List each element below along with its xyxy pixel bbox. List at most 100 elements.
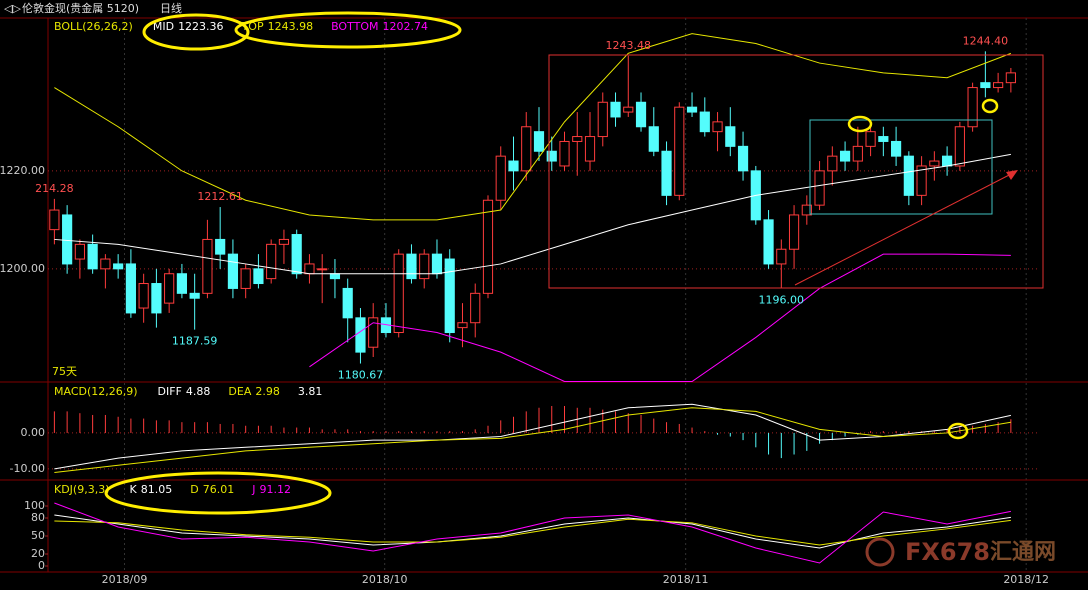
series-line — [54, 33, 1012, 221]
candle-body — [457, 322, 468, 329]
note: 75天 — [52, 365, 77, 378]
price-label: 1212.61 — [197, 190, 243, 203]
candle-body — [954, 126, 965, 167]
candle-body — [699, 111, 710, 133]
candle-body — [431, 253, 443, 275]
candle-body — [1005, 72, 1016, 84]
panels: 2018/09 2018/10 2018/11 2018/12 1200.00 1220.… — [0, 18, 1088, 586]
candle-body — [444, 258, 455, 334]
y-tick-label: -10.00 — [10, 462, 45, 475]
candle-body — [355, 317, 366, 353]
candle-body — [100, 258, 111, 270]
legend-name: J — [251, 483, 255, 496]
watermark-logo — [865, 537, 895, 567]
x-tick-label: 2018/10 — [362, 573, 408, 586]
y-tick-label: 0 — [38, 559, 45, 572]
watermark: FX678 — [905, 538, 990, 566]
indicator-label: MACD(12,26,9) — [54, 385, 138, 398]
nav-arrows[interactable]: ◁▷ — [4, 2, 21, 15]
candle-body — [737, 145, 749, 172]
candle-body — [87, 243, 98, 270]
candle-body — [138, 283, 149, 309]
candle-body — [610, 101, 621, 118]
candle-body — [215, 238, 226, 255]
candle-body — [814, 170, 825, 206]
candle-body — [419, 253, 430, 280]
candle-body — [482, 199, 494, 294]
highlight — [947, 422, 969, 440]
series-line — [309, 253, 1011, 383]
series-line — [54, 518, 1011, 546]
legend-value: 1202.74 — [382, 20, 428, 33]
candle-body — [852, 145, 863, 162]
candle-body — [572, 136, 583, 142]
x-tick-label: 2018/11 — [663, 573, 709, 586]
period[interactable]: 日线 — [160, 1, 182, 15]
legend-value: 2.98 — [255, 385, 280, 398]
candle-body — [967, 87, 978, 128]
candle-body — [584, 136, 596, 162]
candle-body — [304, 263, 315, 275]
y-tick-label: 1200.00 — [0, 262, 45, 275]
candle-body — [368, 317, 379, 348]
series-line — [54, 153, 1011, 275]
candle-body — [916, 165, 927, 196]
candle-body — [533, 131, 545, 152]
arrow-head — [1006, 170, 1018, 180]
candle-body — [993, 82, 1004, 89]
y-tick-label: 0.00 — [21, 426, 46, 439]
legend-value: 1243.98 — [268, 20, 314, 33]
y-tick-label: 80 — [31, 511, 45, 524]
candle-body — [801, 204, 812, 216]
y-tick-label: 50 — [31, 529, 45, 542]
y-tick-label: 20 — [31, 547, 45, 560]
trend-arrow — [794, 171, 1016, 286]
legend-value: 81.05 — [141, 483, 173, 496]
candle-body — [266, 243, 277, 280]
candle-body — [342, 287, 353, 319]
candle-body — [253, 268, 264, 285]
candle-body — [49, 209, 60, 231]
consolidation-box — [809, 119, 993, 215]
candle-body — [317, 268, 328, 271]
candle-body — [202, 238, 213, 294]
candle-body — [393, 253, 404, 334]
legend-value: 76.01 — [203, 483, 235, 496]
legend-name: MID — [153, 20, 174, 33]
highlight — [847, 115, 873, 133]
candle-body — [763, 219, 774, 265]
price-label: 1180.67 — [338, 369, 384, 382]
candle-body — [686, 106, 698, 113]
instrument-title: 伦敦金现(贵金属 5120) — [22, 1, 139, 15]
legend-name: DIFF — [158, 385, 182, 398]
candle-body — [635, 101, 647, 128]
legend-value: 3.81 — [298, 385, 323, 398]
candle-body — [929, 160, 940, 167]
candle-body — [329, 273, 341, 280]
candle-body — [878, 136, 889, 142]
candle-body — [725, 126, 736, 147]
candle-body — [125, 263, 136, 314]
x-tick-label: 2018/09 — [102, 573, 148, 586]
price-label: 1196.00 — [759, 293, 805, 306]
highlight — [981, 98, 999, 114]
candle-body — [648, 126, 659, 152]
series-line — [54, 403, 1011, 470]
candle-body — [278, 238, 290, 245]
candle-body — [942, 155, 953, 167]
candle-body — [164, 273, 175, 304]
candle-body — [291, 234, 302, 275]
price-label: 1244.40 — [963, 34, 1009, 47]
candle-body — [74, 243, 85, 260]
candle-body — [521, 126, 532, 172]
candle-body — [176, 273, 188, 294]
candle-body — [508, 160, 519, 172]
legend-value: 1223.36 — [178, 20, 224, 33]
highlight — [104, 471, 332, 515]
price-label: 1187.59 — [172, 335, 218, 348]
legend-name: BOTTOM — [331, 20, 378, 33]
candle-body — [661, 150, 672, 196]
y-tick-label: 100 — [24, 499, 45, 512]
indicator-label: KDJ(9,3,3) — [54, 483, 110, 496]
